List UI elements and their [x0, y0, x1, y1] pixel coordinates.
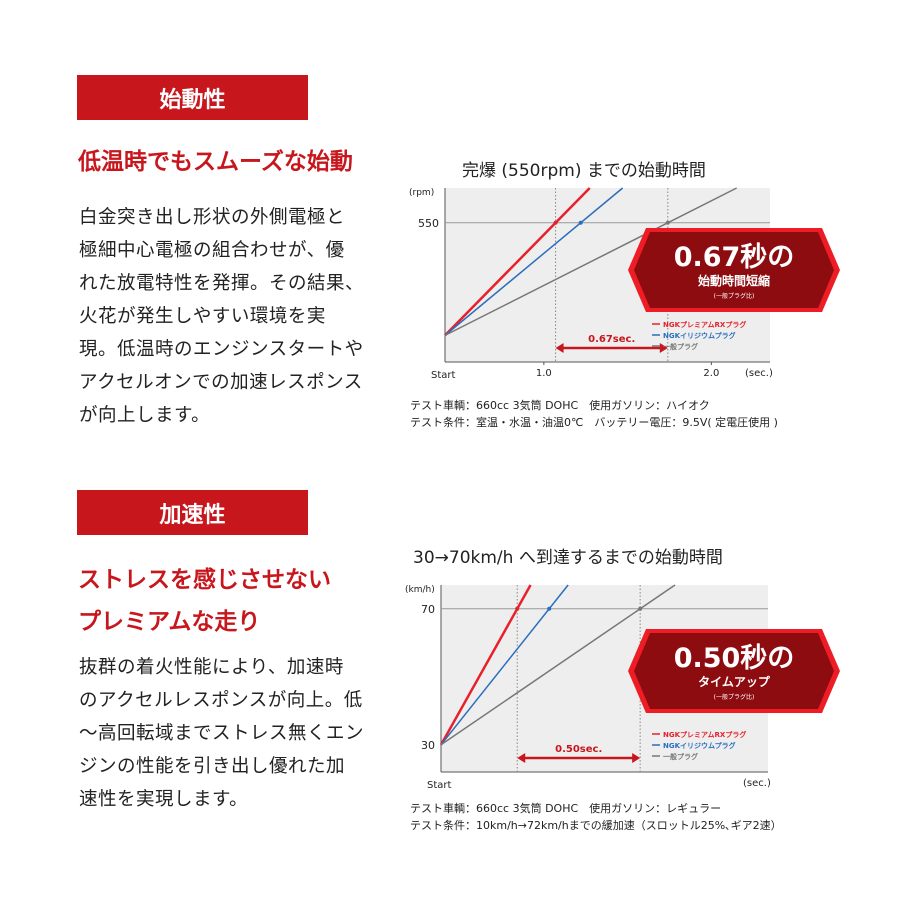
- x-tick-label: 1.0: [536, 368, 552, 379]
- y-axis-label: (rpm): [409, 188, 434, 198]
- series-target-point: [515, 606, 520, 611]
- section-body: 白金突き出し形状の外側電極と 極細中心電極の組合わせが、優 れた放電特性を発揮。その…: [79, 201, 389, 432]
- body-line: 抜群の着火性能により、加速時: [79, 657, 344, 678]
- y-tick-label: 30: [421, 739, 435, 752]
- series-line: [444, 187, 738, 337]
- series-target-point: [665, 220, 670, 225]
- x-tick-label: 2.0: [703, 368, 719, 379]
- legend-label: NGKプレミアムRXプラグ: [663, 730, 746, 739]
- badge-fill: [634, 232, 834, 308]
- difference-label: 0.67sec.: [588, 334, 635, 345]
- x-axis-label: (sec.): [745, 368, 773, 379]
- badge-value: 0.50秒の: [674, 643, 795, 674]
- arrow-head: [659, 343, 668, 353]
- note-line: テスト車輌：660cc 3気筒 DOHC 使用ガソリン：ハイオク: [410, 399, 710, 412]
- legend-label: NGKプレミアムRXプラグ: [663, 320, 746, 329]
- section-header-acceleration: 加速性: [77, 490, 308, 535]
- y-axis-label: (km/h): [405, 585, 435, 595]
- series-line: [440, 584, 569, 746]
- arrow-head: [555, 343, 564, 353]
- section-body: 抜群の着火性能により、加速時 のアクセルレスポンスが向上。低 〜高回転域までストレス…: [79, 651, 389, 816]
- legend-label: NGKイリジウムプラグ: [663, 331, 736, 340]
- x-start-label: Start: [431, 370, 456, 381]
- body-line: 白金突き出し形状の外側電極と: [79, 207, 346, 228]
- section-subtitle: ストレスを感じさせない プレミアムな走り: [78, 559, 331, 643]
- series-target-point: [547, 606, 552, 611]
- section-header-startability: 始動性: [77, 75, 308, 120]
- y-tick-label: 550: [418, 217, 439, 230]
- difference-label: 0.50sec.: [555, 744, 602, 755]
- badge-caption: 始動時間短縮: [698, 273, 770, 288]
- legend-label: NGKイリジウムプラグ: [663, 741, 736, 750]
- body-line: 極細中心電極の組合わせが、優: [79, 240, 345, 261]
- note-line: テスト車輌：660cc 3気筒 DOHC 使用ガソリン：レギュラー: [410, 802, 722, 815]
- x-start-label: Start: [427, 780, 452, 791]
- series-line: [439, 584, 532, 746]
- chart-notes: テスト車輌：660cc 3気筒 DOHC 使用ガソリン：レギュラーテスト条件：1…: [410, 800, 782, 834]
- series-target-point: [553, 220, 558, 225]
- body-line: 〜高回転域までストレス無くエン: [79, 723, 365, 744]
- series-line: [440, 584, 676, 746]
- subtitle-line: プレミアムな走り: [78, 609, 261, 635]
- section-subtitle: 低温時でもスムーズな始動: [78, 149, 353, 175]
- badge-fill: [634, 633, 834, 709]
- body-line: 現。低温時のエンジンスタートや: [79, 339, 364, 360]
- note-line: テスト条件：室温・水温・油温0℃ バッテリー電圧：9.5V( 定電圧使用 ): [410, 416, 778, 429]
- body-line: のアクセルレスポンスが向上。低: [79, 690, 363, 711]
- chart-title: 完爆 (550rpm) までの始動時間: [462, 161, 706, 181]
- badge-note: (一般プラグ比): [714, 292, 755, 300]
- series-target-point: [638, 606, 643, 611]
- chart-title: 30→70km/h へ到達するまでの始動時間: [413, 548, 723, 568]
- arrow-head: [632, 753, 641, 763]
- body-line: が向上します。: [79, 405, 211, 426]
- chart-notes: テスト車輌：660cc 3気筒 DOHC 使用ガソリン：ハイオクテスト条件：室温…: [410, 397, 778, 431]
- legend-label: 一般プラグ: [663, 342, 698, 351]
- badge-caption: タイムアップ: [698, 674, 771, 689]
- body-line: 火花が発生しやすい環境を実: [79, 306, 326, 327]
- note-line: テスト条件：10km/h→72km/hまでの緩加速（スロットル25%､ギア2速）: [410, 819, 782, 832]
- series-line: [444, 187, 624, 336]
- body-line: ジンの性能を引き出し優れた加: [79, 756, 346, 777]
- x-axis-label: (sec.): [743, 778, 771, 789]
- badge-value: 0.67秒の: [674, 242, 795, 273]
- body-line: れた放電特性を発揮。その結果、: [79, 273, 365, 294]
- y-tick-label: 70: [421, 603, 435, 616]
- series-line: [444, 187, 591, 337]
- body-line: 速性を実現します。: [79, 789, 249, 810]
- badge-note: (一般プラグ比): [714, 693, 755, 701]
- body-line: アクセルオンでの加速レスポンス: [79, 372, 363, 393]
- subtitle-line: ストレスを感じさせない: [78, 567, 331, 593]
- series-target-point: [578, 220, 583, 225]
- arrow-head: [517, 753, 526, 763]
- legend-label: 一般プラグ: [663, 752, 698, 761]
